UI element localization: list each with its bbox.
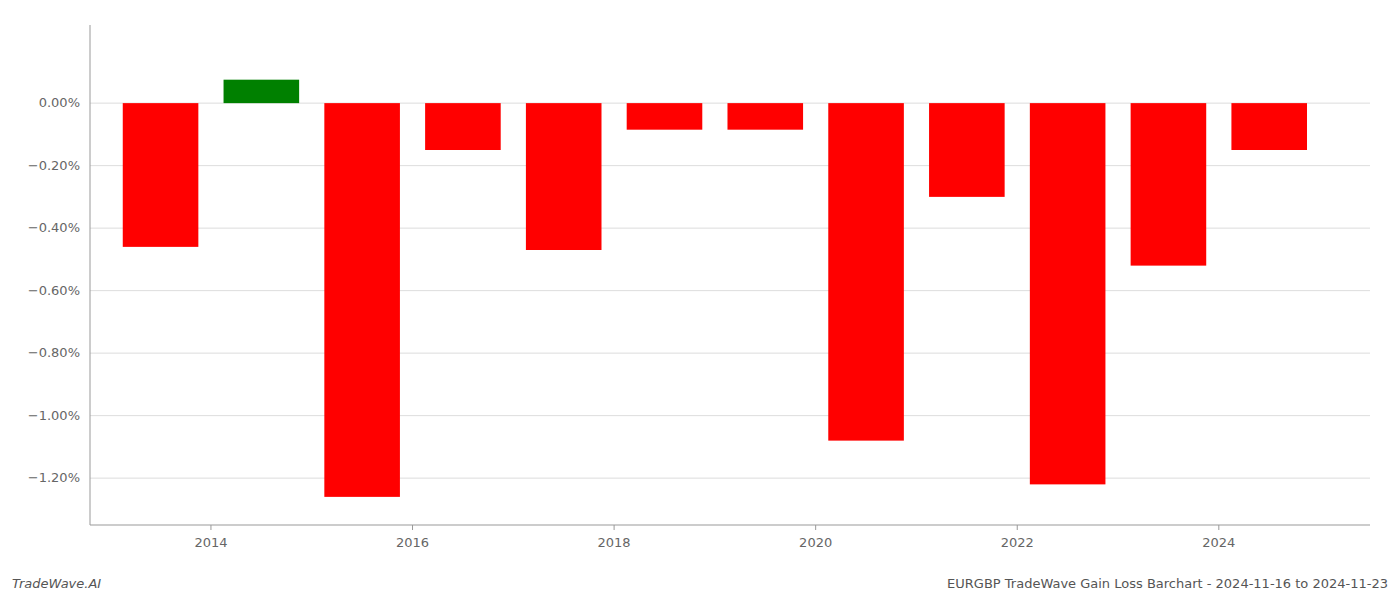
y-tick-label: −0.80% [28,345,80,360]
x-tick-label: 2020 [799,535,832,550]
bar [324,103,400,497]
bar [1231,103,1307,150]
bars [123,80,1307,497]
x-tick-label: 2018 [598,535,631,550]
x-tick [815,525,816,530]
x-axis-line [90,525,1370,526]
y-tick-label: 0.00% [39,95,80,110]
x-tick [1218,525,1219,530]
y-tick-label: −1.00% [28,408,80,423]
watermark: TradeWave.AI [12,576,101,591]
bar [526,103,602,250]
grid [90,103,1370,478]
bar [1030,103,1106,484]
x-tick [614,525,615,530]
x-tick-label: 2022 [1001,535,1034,550]
x-tick [1017,525,1018,530]
bar [627,103,703,130]
y-axis-line [90,25,91,525]
grid-line [90,290,1370,291]
y-tick-label: −0.20% [28,158,80,173]
x-tick [210,525,211,530]
y-tick-label: −1.20% [28,470,80,485]
bar [224,80,300,103]
chart: 0.00% −0.20% −0.40% −0.60% −0.80% −1.00% −1.20… [0,0,1400,600]
x-tick-label: 2016 [396,535,429,550]
grid-line [90,478,1370,479]
x-tick-label: 2014 [194,535,227,550]
bar [1131,103,1207,266]
bar [929,103,1005,197]
title: EURGBP TradeWave Gain Loss Barchart - 20… [947,576,1388,591]
grid-line [90,415,1370,416]
x-tick [412,525,413,530]
y-tick-label: −0.40% [28,220,80,235]
bar [425,103,501,150]
bar [828,103,904,441]
y-tick-label: −0.60% [28,283,80,298]
bar [727,103,803,130]
x-tick-label: 2024 [1202,535,1235,550]
grid-line [90,353,1370,354]
bar [123,103,199,247]
